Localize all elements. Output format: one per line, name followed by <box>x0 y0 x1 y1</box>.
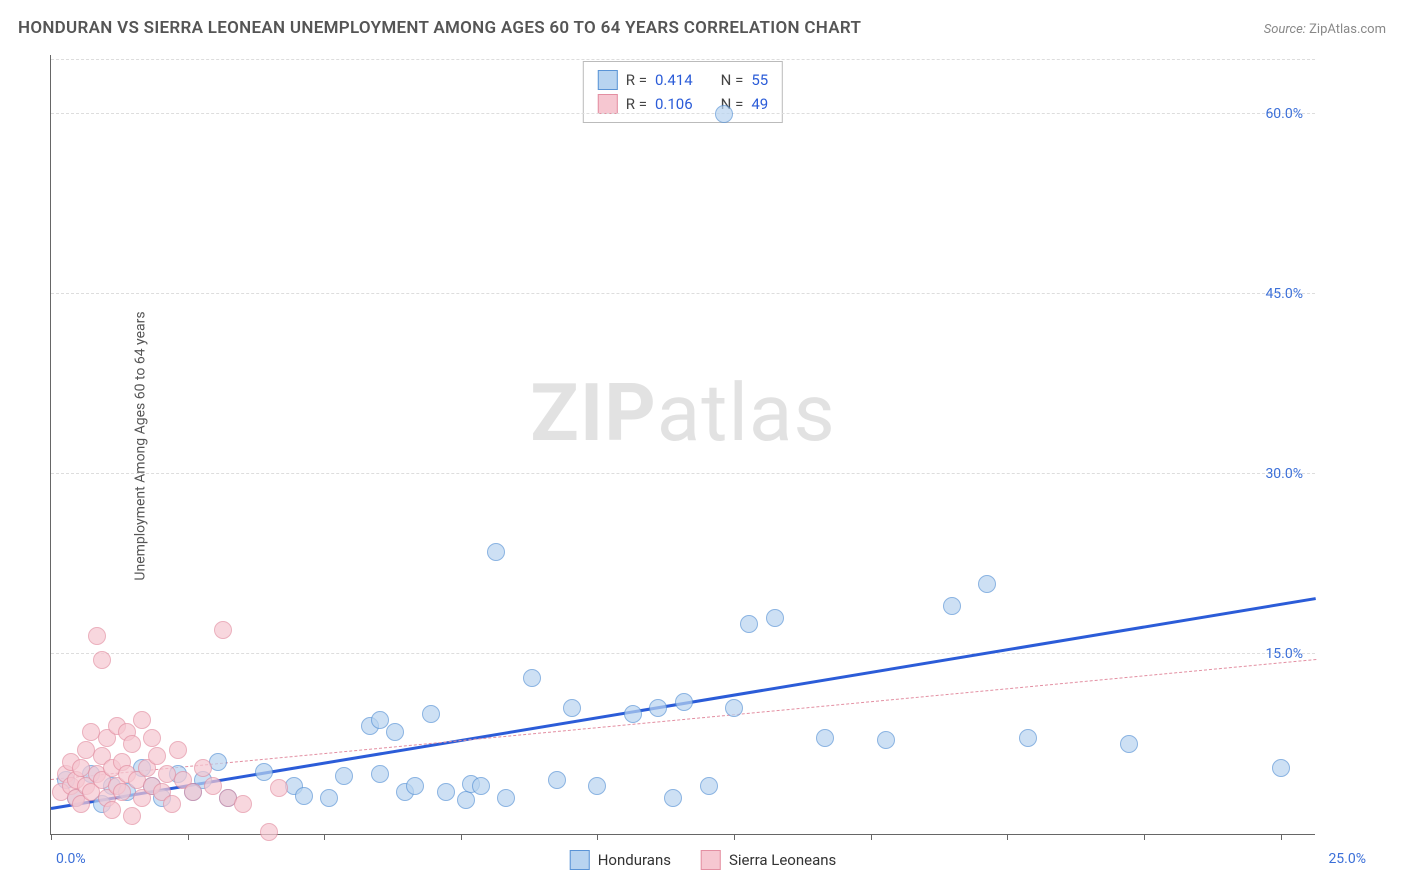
data-point <box>93 651 111 669</box>
data-point <box>148 747 166 765</box>
trend-line <box>51 659 1316 780</box>
data-point <box>588 777 606 795</box>
data-point <box>548 771 566 789</box>
source-attribution: Source: ZipAtlas.com <box>1264 22 1386 37</box>
gridline <box>51 293 1315 294</box>
x-tick <box>324 834 325 840</box>
x-tick <box>1144 834 1145 840</box>
data-point <box>103 801 121 819</box>
gridline <box>51 113 1315 114</box>
y-tick-label: 45.0% <box>1265 286 1303 302</box>
data-point <box>335 767 353 785</box>
x-tick <box>871 834 872 840</box>
gridline <box>51 59 1315 60</box>
data-point <box>214 621 232 639</box>
data-point <box>472 777 490 795</box>
data-point <box>133 711 151 729</box>
data-point <box>422 705 440 723</box>
data-point <box>624 705 642 723</box>
data-point <box>255 763 273 781</box>
data-point <box>260 823 278 841</box>
data-point <box>1019 729 1037 747</box>
gridline <box>51 473 1315 474</box>
x-axis-min-label: 0.0% <box>56 851 86 867</box>
data-point <box>371 765 389 783</box>
r-label: R = <box>626 71 647 89</box>
legend-item: Sierra Leoneans <box>701 850 836 870</box>
data-point <box>700 777 718 795</box>
x-tick <box>188 834 189 840</box>
y-tick-label: 15.0% <box>1265 646 1303 662</box>
data-point <box>386 723 404 741</box>
source-value: ZipAtlas.com <box>1309 22 1386 37</box>
data-point <box>123 807 141 825</box>
data-point <box>194 759 212 777</box>
data-point <box>740 615 758 633</box>
legend-label: Sierra Leoneans <box>729 851 836 869</box>
watermark: ZIPatlas <box>530 366 835 460</box>
legend-label: Hondurans <box>598 851 671 869</box>
x-tick <box>51 834 52 840</box>
watermark-bold: ZIP <box>530 366 657 460</box>
data-point <box>675 693 693 711</box>
data-point <box>295 787 313 805</box>
data-point <box>766 609 784 627</box>
y-tick-label: 60.0% <box>1265 106 1303 122</box>
data-point <box>437 783 455 801</box>
data-point <box>1272 759 1290 777</box>
r-value: 0.106 <box>655 95 693 113</box>
x-tick <box>1281 834 1282 840</box>
data-point <box>113 783 131 801</box>
y-tick-label: 30.0% <box>1265 466 1303 482</box>
data-point <box>88 627 106 645</box>
scatter-plot: ZIPatlas R =0.414N =55R =0.106N =49 15.0… <box>50 55 1315 835</box>
x-tick <box>734 834 735 840</box>
legend-swatch <box>570 850 590 870</box>
data-point <box>143 729 161 747</box>
x-tick <box>597 834 598 840</box>
data-point <box>457 791 475 809</box>
data-point <box>270 779 288 797</box>
r-label: R = <box>626 95 647 113</box>
data-point <box>320 789 338 807</box>
watermark-rest: atlas <box>657 366 836 460</box>
data-point <box>184 783 202 801</box>
data-point <box>523 669 541 687</box>
data-point <box>664 789 682 807</box>
n-value: 55 <box>751 71 768 89</box>
legend-item: Hondurans <box>570 850 671 870</box>
data-point <box>169 741 187 759</box>
legend-swatch <box>701 850 721 870</box>
data-point <box>563 699 581 717</box>
data-point <box>943 597 961 615</box>
r-value: 0.414 <box>655 71 693 89</box>
source-label: Source: <box>1264 22 1306 37</box>
data-point <box>649 699 667 717</box>
x-axis-max-label: 25.0% <box>1328 851 1366 867</box>
data-point <box>725 699 743 717</box>
data-point <box>816 729 834 747</box>
data-point <box>715 105 733 123</box>
legend-row: R = 0.414 N = 55 <box>598 68 768 92</box>
n-label: N = <box>721 71 744 89</box>
data-point <box>234 795 252 813</box>
data-point <box>487 543 505 561</box>
series-legend: Hondurans Sierra Leoneans <box>570 850 837 870</box>
legend-swatch <box>598 70 618 90</box>
data-point <box>163 795 181 813</box>
n-value: 49 <box>751 95 768 113</box>
legend-swatch <box>598 94 618 114</box>
x-tick <box>1007 834 1008 840</box>
data-point <box>406 777 424 795</box>
data-point <box>123 735 141 753</box>
data-point <box>371 711 389 729</box>
data-point <box>877 731 895 749</box>
x-tick <box>461 834 462 840</box>
data-point <box>978 575 996 593</box>
data-point <box>1120 735 1138 753</box>
chart-title: HONDURAN VS SIERRA LEONEAN UNEMPLOYMENT … <box>18 18 861 38</box>
data-point <box>204 777 222 795</box>
data-point <box>497 789 515 807</box>
gridline <box>51 653 1315 654</box>
